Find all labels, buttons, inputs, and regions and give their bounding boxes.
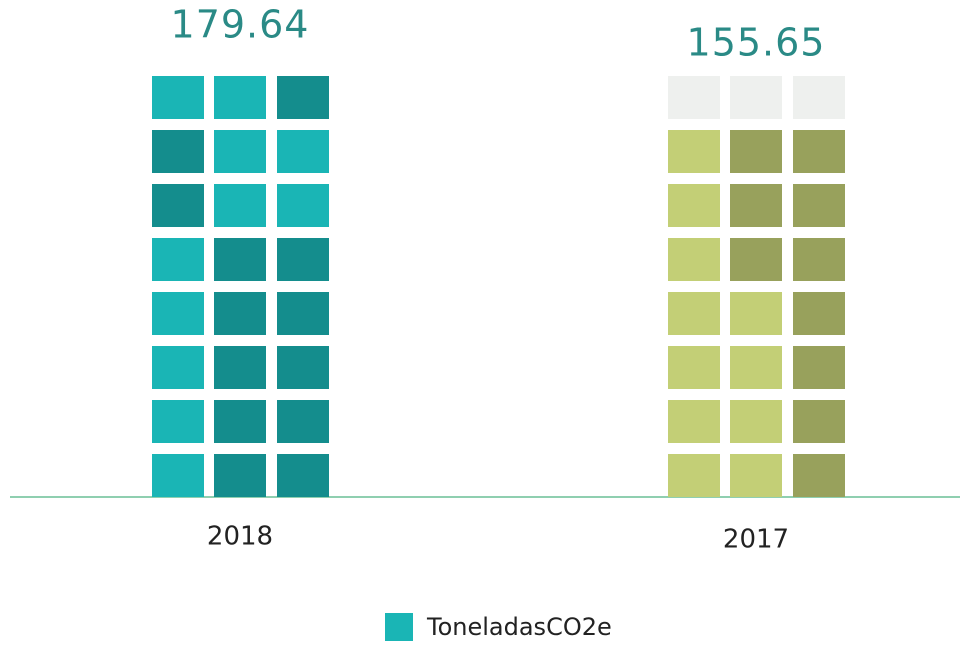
cell	[793, 184, 845, 227]
cell	[793, 238, 845, 281]
cell	[277, 454, 329, 497]
cell	[277, 130, 329, 173]
x-tick-label: 2018	[207, 522, 273, 552]
cell	[277, 292, 329, 335]
cell	[730, 400, 782, 443]
cell	[668, 292, 720, 335]
cell	[793, 76, 845, 119]
cell	[730, 238, 782, 281]
legend-label: ToneladasCO2e	[426, 613, 612, 641]
cell	[668, 400, 720, 443]
legend-swatch	[385, 613, 413, 641]
cell	[730, 454, 782, 497]
cell	[152, 292, 204, 335]
cell	[277, 400, 329, 443]
x-tick-label: 2017	[723, 525, 789, 555]
cell	[152, 400, 204, 443]
cell	[214, 184, 266, 227]
cell	[668, 76, 720, 119]
cell	[214, 346, 266, 389]
cell	[730, 184, 782, 227]
cell	[730, 346, 782, 389]
cell	[730, 130, 782, 173]
cell	[214, 454, 266, 497]
cell	[214, 76, 266, 119]
bar	[668, 76, 845, 497]
cell	[793, 400, 845, 443]
cell	[668, 130, 720, 173]
cell	[793, 130, 845, 173]
cell	[152, 76, 204, 119]
cell	[793, 346, 845, 389]
cell	[214, 130, 266, 173]
cell	[277, 346, 329, 389]
cell	[152, 454, 204, 497]
cell	[277, 76, 329, 119]
cell	[668, 454, 720, 497]
cell	[730, 76, 782, 119]
cell	[214, 238, 266, 281]
cell	[214, 292, 266, 335]
cell	[277, 238, 329, 281]
cell	[793, 292, 845, 335]
cell	[152, 184, 204, 227]
bar	[152, 76, 329, 497]
cell	[152, 130, 204, 173]
value-label: 179.64	[171, 3, 310, 47]
cell	[277, 184, 329, 227]
value-label: 155.65	[687, 21, 826, 65]
cell	[668, 238, 720, 281]
cell	[668, 346, 720, 389]
cell	[668, 184, 720, 227]
cell	[730, 292, 782, 335]
cell	[152, 238, 204, 281]
cell	[152, 346, 204, 389]
cell	[214, 400, 266, 443]
cell	[793, 454, 845, 497]
